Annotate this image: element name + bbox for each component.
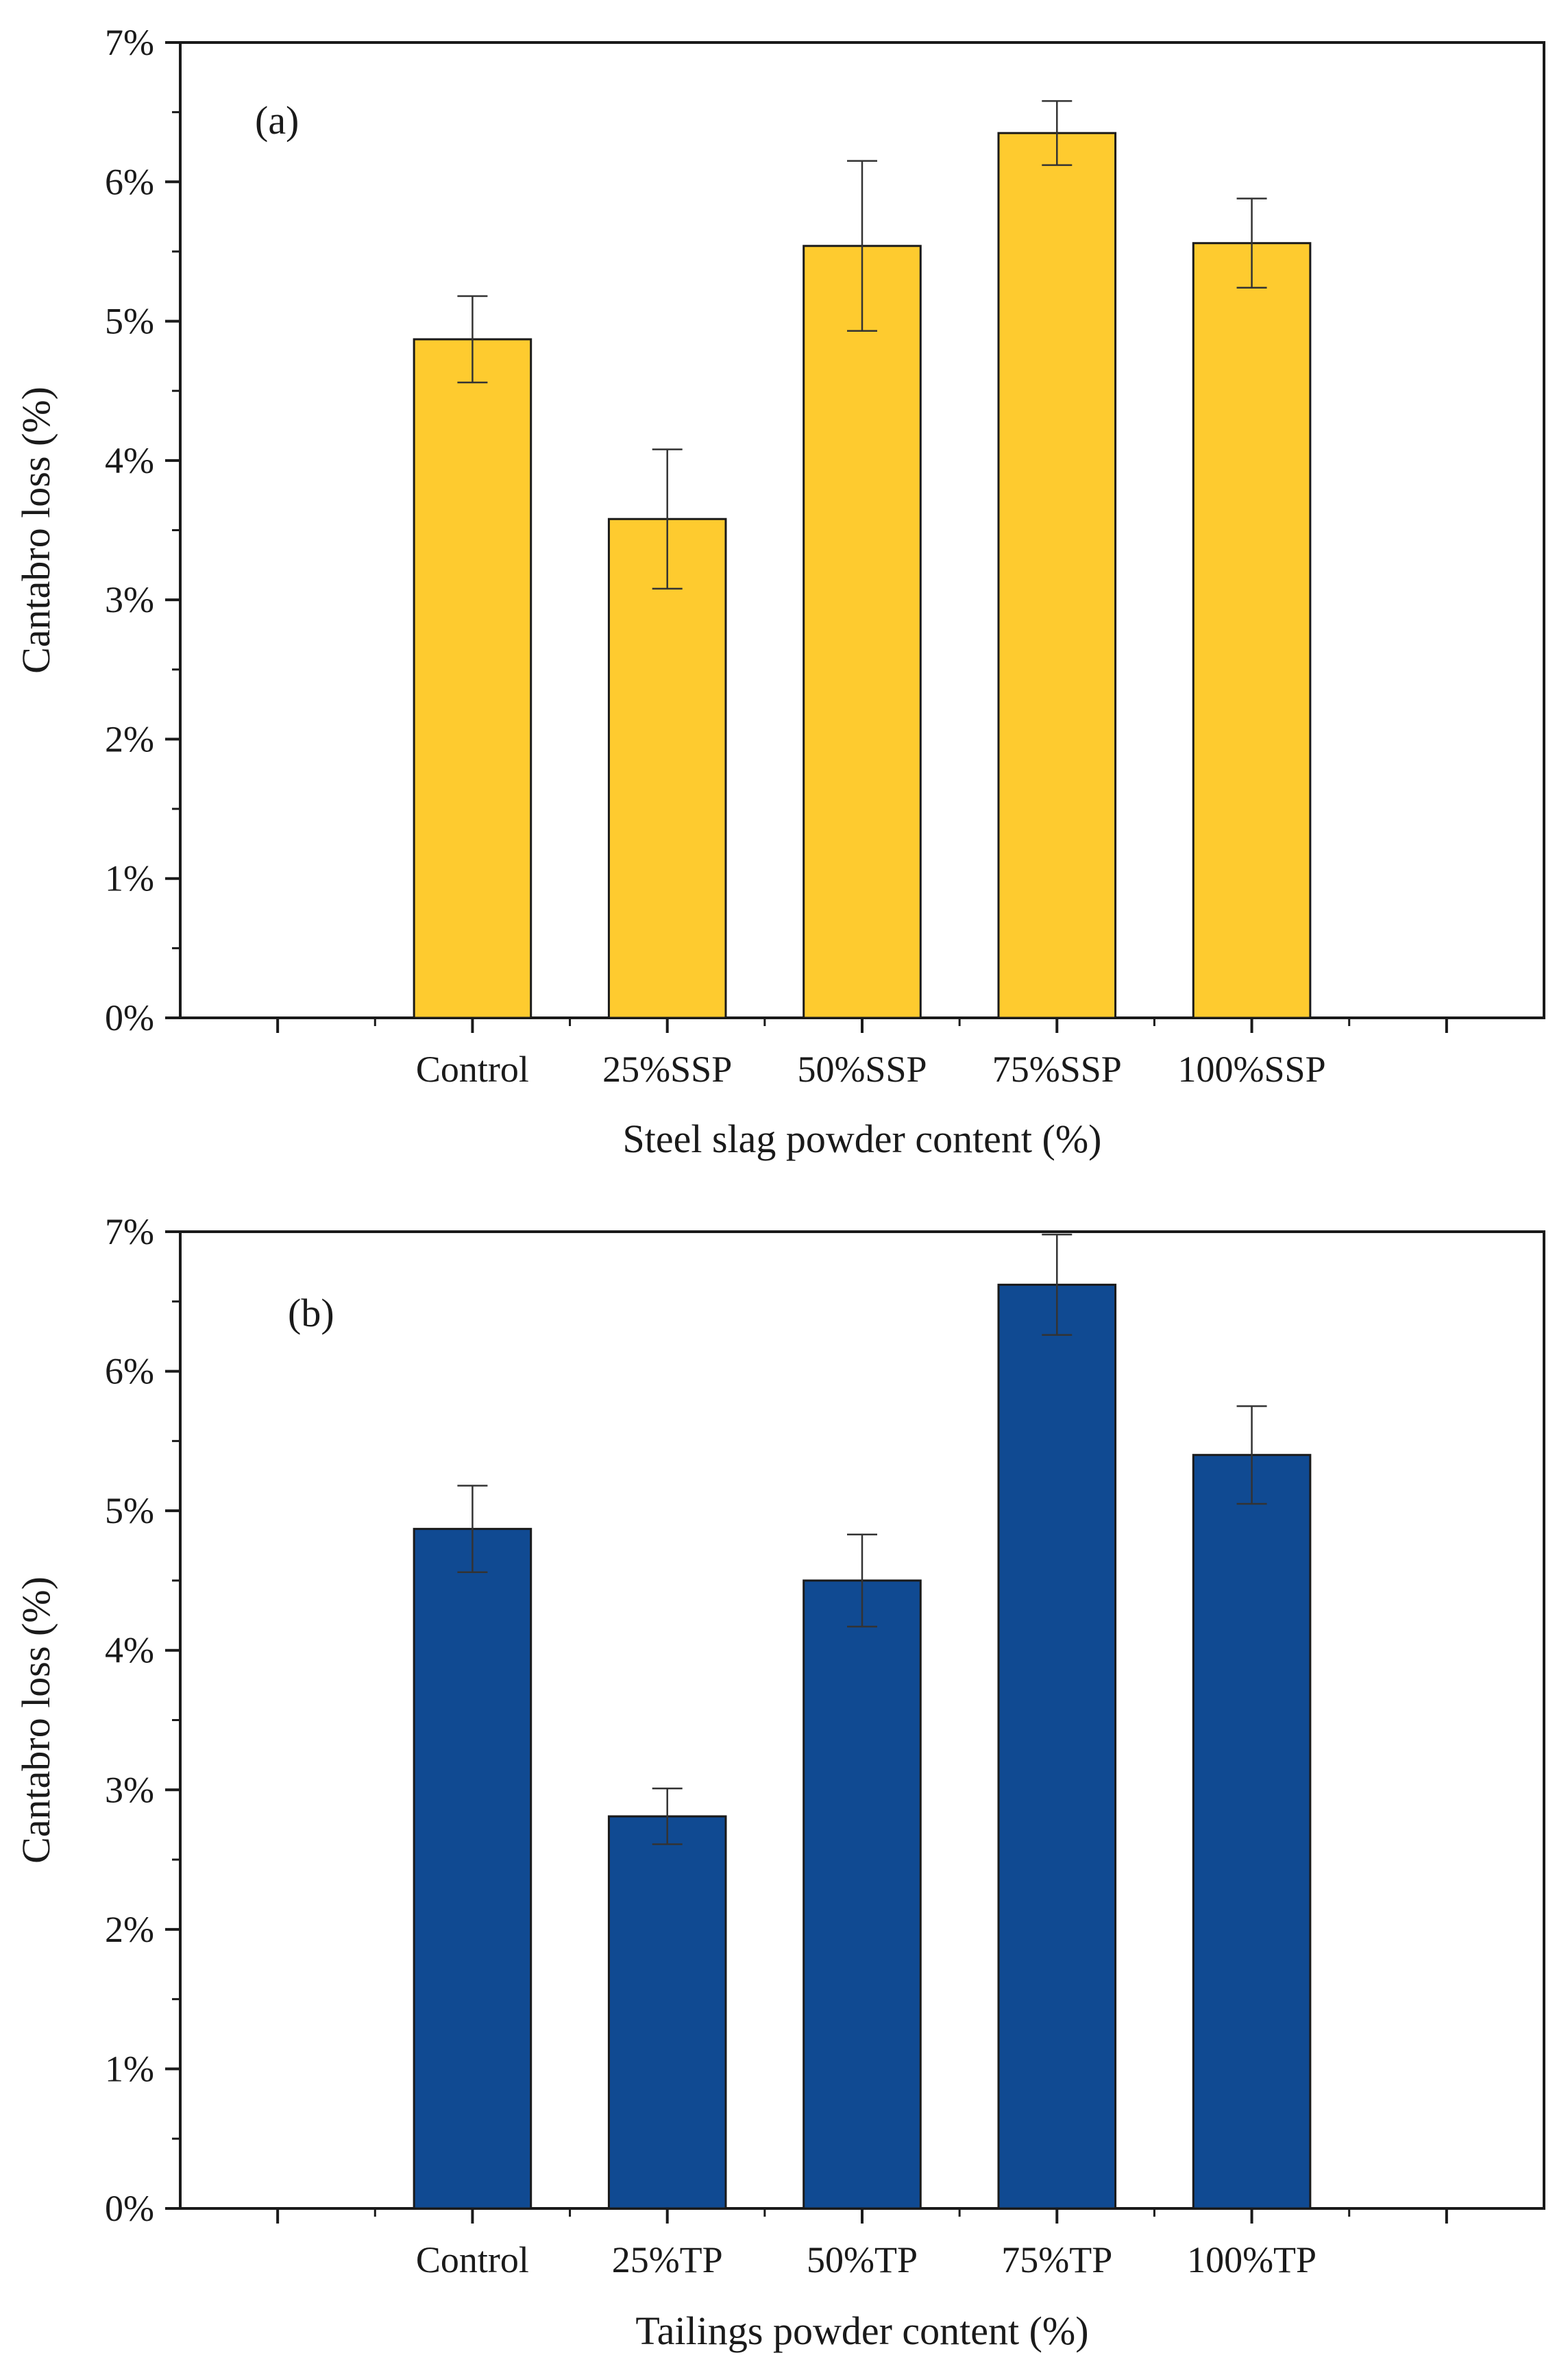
y-tick-label: 6% xyxy=(105,1351,154,1392)
panel-label: (a) xyxy=(255,98,299,143)
x-tick-label: 50%TP xyxy=(807,2239,918,2280)
bar-50%SSP xyxy=(803,245,922,1019)
chart-panel-b: 0% 1% 2% 3% 4% 5% 6% 7% Control 25%TP 50%TP 75%TP 10… xyxy=(14,1211,1545,2353)
bar-Control xyxy=(413,1528,532,2210)
y-tick-label: 0% xyxy=(105,997,154,1038)
x-tick-label: 75%SSP xyxy=(992,1049,1122,1090)
bar-100%SSP xyxy=(1192,242,1312,1019)
y-tick-label: 1% xyxy=(105,2048,154,2089)
y-tick-label: 7% xyxy=(105,22,154,63)
x-tick-label: Control xyxy=(416,2239,529,2280)
bar-75%SSP xyxy=(997,132,1117,1019)
x-tick-label: 100%SSP xyxy=(1178,1049,1326,1090)
x-tick-label: 25%SSP xyxy=(602,1049,732,1090)
y-tick-label: 1% xyxy=(105,858,154,899)
bar-Control xyxy=(413,338,532,1019)
y-tick-label: 2% xyxy=(105,1909,154,1950)
bar-25%TP xyxy=(607,1815,727,2210)
chart-panel-a: 0% 1% 2% 3% 4% 5% 6% 7% Control 25%SSP 50%SSP 75%SS… xyxy=(14,22,1545,1161)
y-tick-label: 7% xyxy=(105,1211,154,1252)
y-axis-title: Cantabro loss (%) xyxy=(14,1576,58,1864)
y-axis-title: Cantabro loss (%) xyxy=(14,387,58,674)
y-tick-label: 0% xyxy=(105,2188,154,2229)
bar-75%TP xyxy=(997,1283,1117,2210)
x-tick-label: 100%TP xyxy=(1187,2239,1316,2280)
x-tick-label: Control xyxy=(416,1049,529,1090)
x-tick-label: 25%TP xyxy=(612,2239,723,2280)
y-tick-label: 2% xyxy=(105,718,154,759)
x-tick-label: 75%TP xyxy=(1001,2239,1112,2280)
y-tick-label: 3% xyxy=(105,1769,154,1810)
y-tick-label: 4% xyxy=(105,1630,154,1671)
bar-50%TP xyxy=(803,1579,922,2210)
y-tick-label: 3% xyxy=(105,579,154,620)
y-tick-label: 5% xyxy=(105,1490,154,1531)
y-tick-label: 6% xyxy=(105,161,154,202)
x-axis-title: Tailings powder content (%) xyxy=(635,2309,1088,2353)
bar-100%TP xyxy=(1192,1454,1312,2210)
bar-25%SSP xyxy=(607,517,727,1019)
x-axis-title: Steel slag powder content (%) xyxy=(622,1117,1101,1161)
x-tick-label: 50%SSP xyxy=(797,1049,927,1090)
y-tick-label: 4% xyxy=(105,440,154,481)
panel-label: (b) xyxy=(288,1291,334,1335)
y-tick-label: 5% xyxy=(105,301,154,342)
